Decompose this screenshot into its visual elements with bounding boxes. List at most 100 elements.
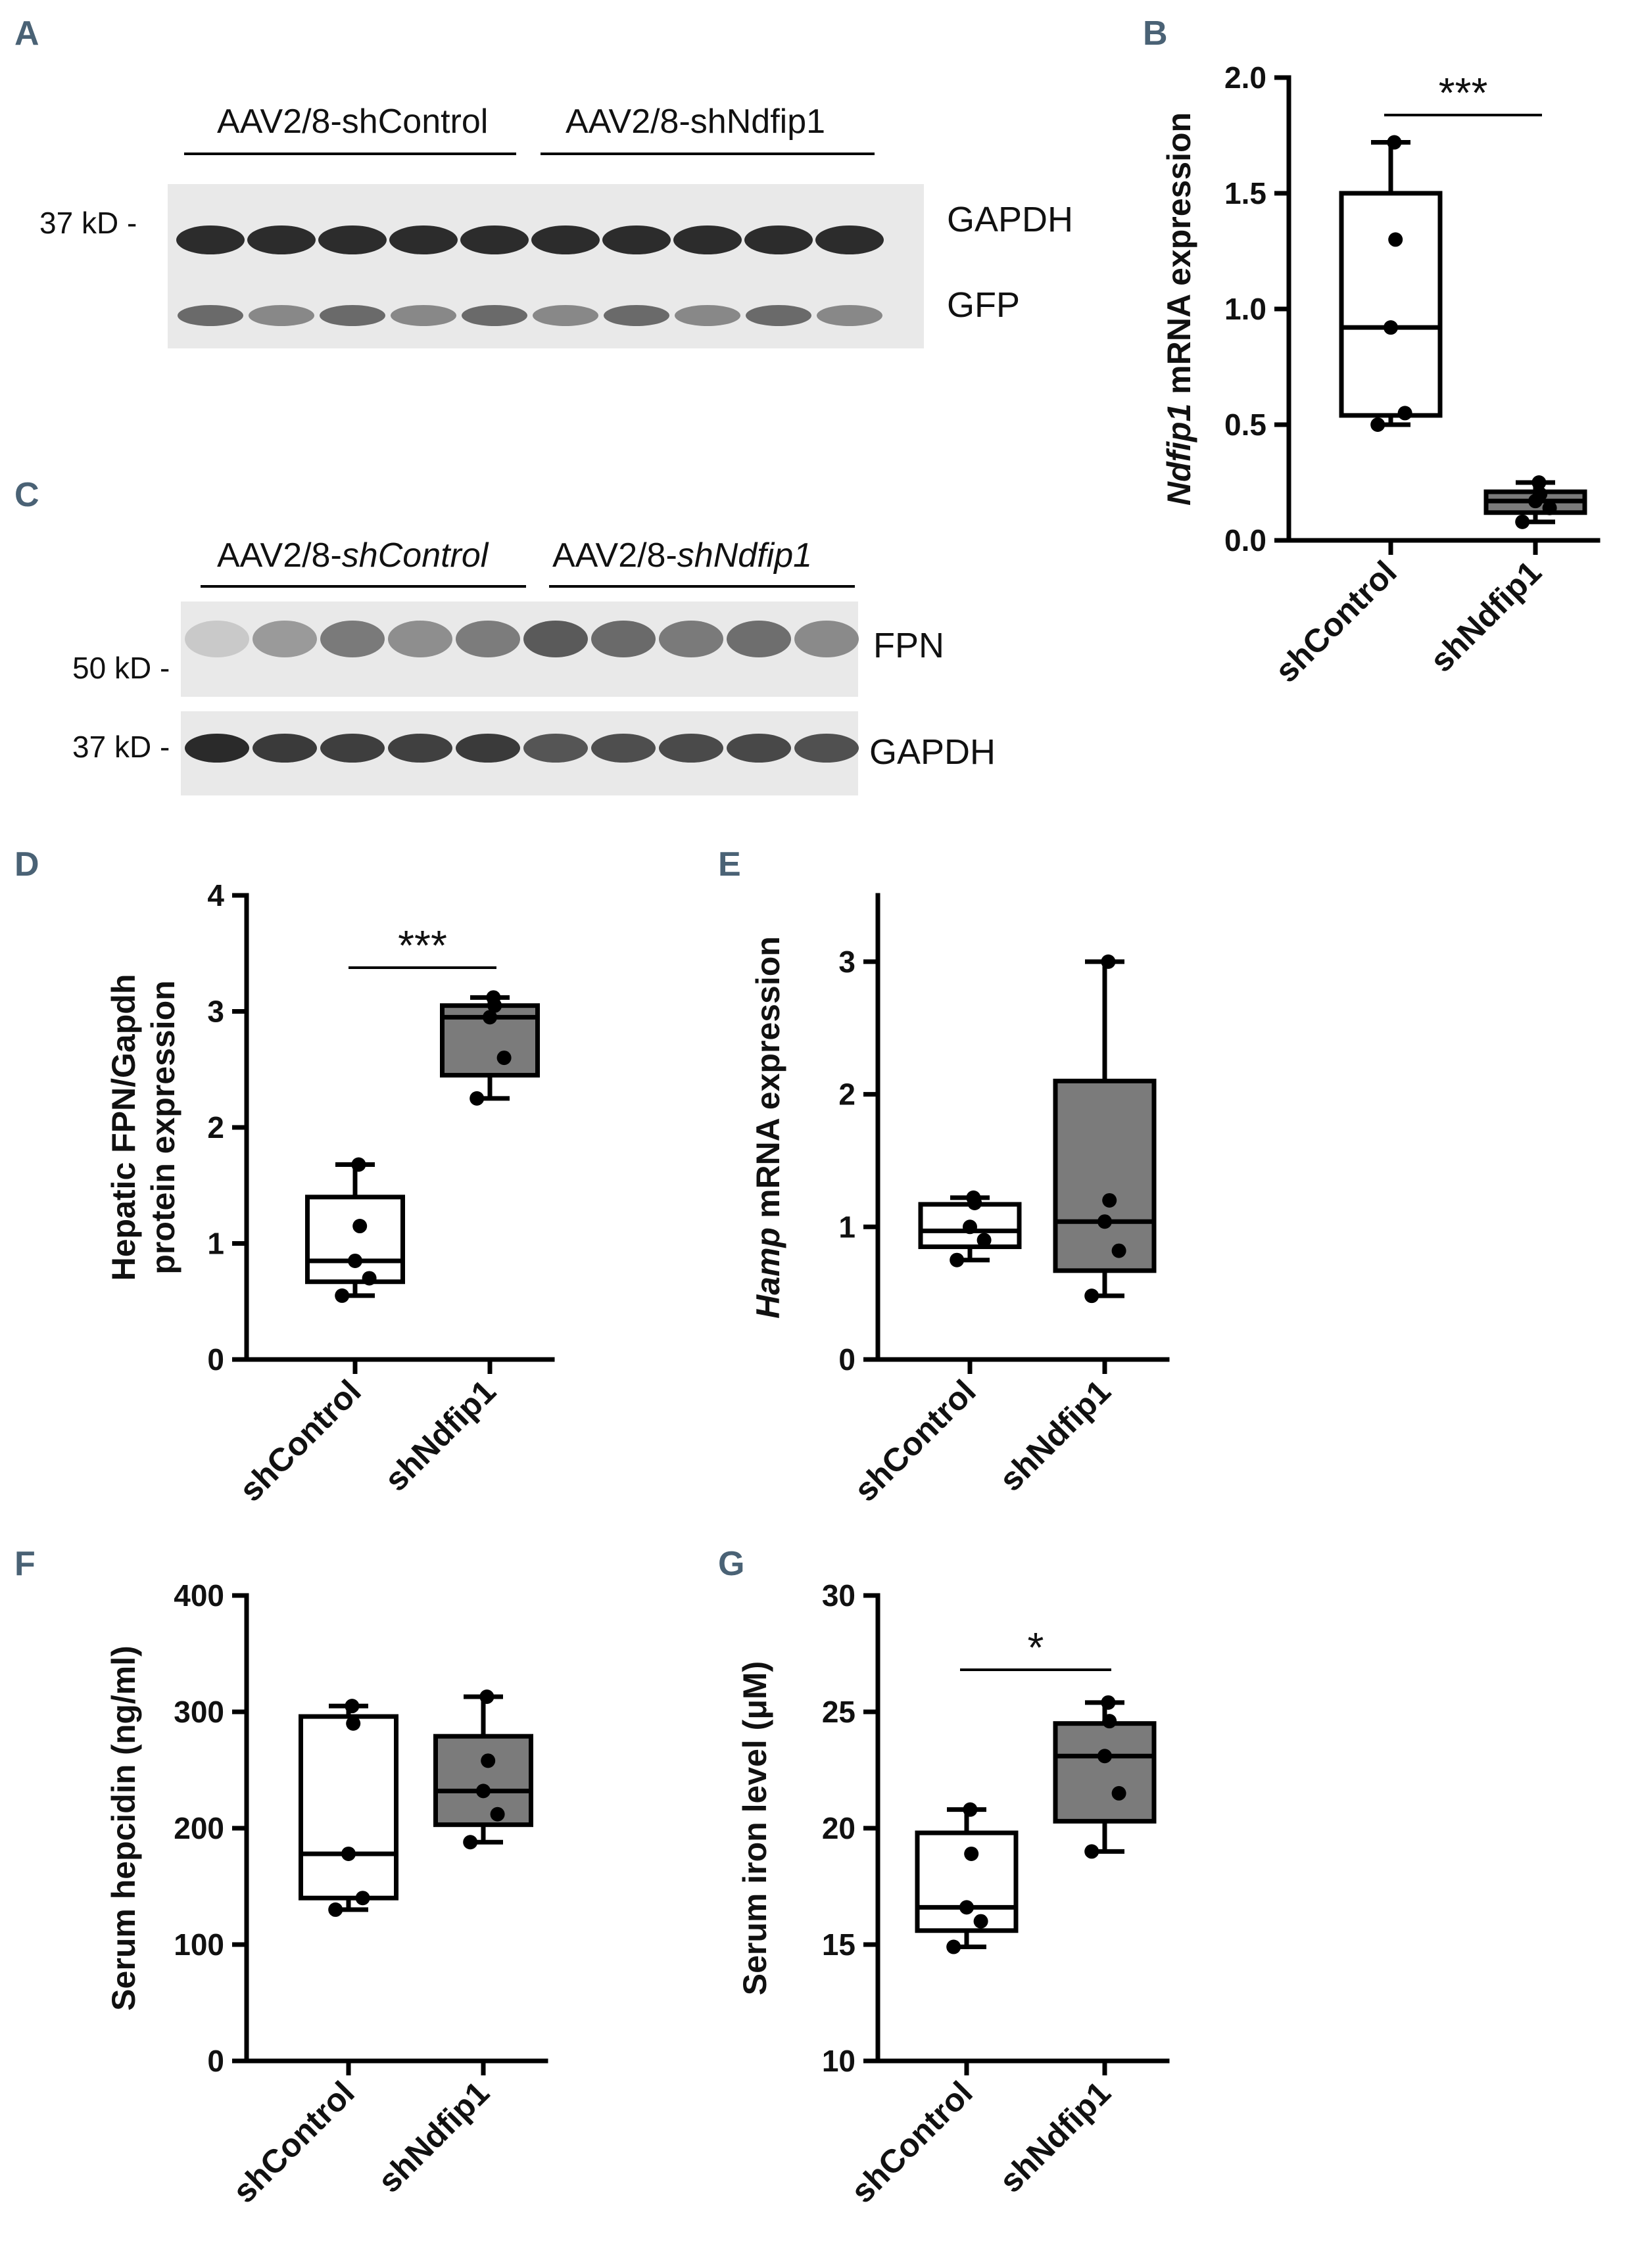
data-point	[346, 1716, 361, 1731]
blot-a-gapdh-band	[460, 225, 529, 254]
chart-g: 10 15 20 25 30 shControl shNdfip1 Serum iron le…	[736, 1578, 1170, 2210]
blot-a-band-gapdh: GAPDH	[947, 200, 1073, 239]
blot-c-suffix-control: shControl	[342, 536, 489, 575]
blot-c-group-knockdown: AAV2/8-shNdfip1	[552, 536, 812, 575]
panel-letter-f: F	[14, 1545, 36, 1583]
data-point	[479, 1689, 494, 1704]
blot-c-fpn-band	[456, 621, 520, 657]
blot-c-fpn-band	[659, 621, 723, 657]
blot-c-gapdh-band	[659, 734, 723, 763]
y-tick-label: 1	[838, 1210, 855, 1244]
y-axis-label: Serum hepcidin (ng/ml)	[105, 1645, 142, 2011]
data-point	[1084, 1288, 1099, 1304]
y-tick-label: 30	[822, 1578, 855, 1613]
box-iqr	[305, 1194, 405, 1285]
y-tick-label: 1	[207, 1227, 224, 1261]
y-axis-label-italic: Ndfip1	[1161, 404, 1197, 506]
box-shNdfip1	[440, 990, 540, 1106]
data-point	[963, 1219, 977, 1235]
y-tick-label: 1.0	[1224, 292, 1266, 326]
significance-label: *	[1028, 1624, 1044, 1671]
panel-letter-g: G	[718, 1545, 744, 1583]
data-point	[964, 1846, 979, 1861]
data-point	[1084, 1844, 1099, 1859]
data-point	[335, 1288, 350, 1303]
data-point	[1533, 486, 1548, 502]
blot-c-fpn-band	[185, 621, 249, 657]
blot-c-fpn-band	[320, 621, 385, 657]
box-shControl	[918, 1190, 1022, 1267]
chart-b: 0.0 0.5 1.0 1.5 2.0 shControl shNdfip1 Ndfip1 m…	[1161, 60, 1601, 690]
box-shNdfip1	[1053, 954, 1157, 1304]
data-point	[1515, 514, 1530, 529]
y-tick-label: 15	[822, 1927, 855, 1962]
blot-c-suffix-knockdown: shNdfip1	[677, 536, 812, 575]
panel-letter-b: B	[1143, 14, 1168, 53]
y-tick-label: 3	[207, 995, 224, 1029]
data-point	[352, 1219, 368, 1234]
x-category-label: shNdfip1	[371, 2074, 496, 2200]
blot-a-gfp-band	[249, 305, 314, 326]
blot-a-marker: 37 kD -	[39, 206, 137, 240]
data-point	[973, 1914, 988, 1929]
data-point	[1111, 1785, 1126, 1801]
y-tick-label: 10	[822, 2044, 855, 2078]
data-point	[1397, 406, 1412, 421]
panel-letter-c: C	[14, 476, 39, 514]
data-point	[328, 1902, 343, 1917]
data-point	[355, 1891, 370, 1906]
blot-a-gfp-band	[604, 305, 669, 326]
blot-a-gfp-band	[746, 305, 811, 326]
data-point	[348, 1253, 362, 1268]
data-point	[476, 1784, 491, 1799]
box-shControl	[915, 1802, 1019, 1954]
data-point	[481, 1753, 496, 1768]
blot-c-band-gapdh: GAPDH	[869, 732, 996, 772]
blot-c-gapdh-band	[727, 734, 791, 763]
blot-a-gapdh-band	[176, 225, 245, 254]
blot-a-gapdh-band	[389, 225, 458, 254]
blot-c-gapdh-band	[320, 734, 385, 763]
blot-c-band-fpn: FPN	[873, 626, 944, 665]
box-shControl	[299, 1699, 398, 1917]
blot-a-band-gfp: GFP	[947, 285, 1020, 325]
y-tick-label: 0	[838, 1342, 855, 1377]
data-point	[1097, 1214, 1112, 1229]
panel-letter-d: D	[14, 845, 39, 884]
chart-d: 0 1 2 3 4 shControl shNdfip1 Hepatic FPN/Gapdh p…	[105, 878, 555, 1509]
y-axis-label-line: Hepatic FPN/Gapdh	[105, 974, 142, 1281]
blot-c-prefix-control: AAV2/8-	[217, 536, 342, 575]
blot-a-gfp-band	[178, 305, 243, 326]
y-tick-label: 200	[174, 1811, 224, 1845]
blot-c-gapdh-band	[185, 734, 249, 763]
y-tick-label: 3	[838, 945, 855, 979]
y-axis-label: Serum iron level (μM)	[736, 1661, 773, 1995]
x-category-label: shNdfip1	[992, 1373, 1118, 1498]
x-category-label: shControl	[232, 1373, 368, 1509]
data-point	[1370, 417, 1385, 432]
y-tick-label: 400	[174, 1578, 224, 1613]
x-category-label: shNdfip1	[992, 2074, 1118, 2200]
blot-c: AAV2/8-shControl AAV2/8-shNdfip1 50 kD -…	[72, 536, 996, 795]
y-tick-label: 2	[838, 1077, 855, 1112]
data-point	[1102, 1714, 1117, 1729]
y-tick-label: 20	[822, 1811, 855, 1845]
blot-c-fpn-band	[794, 621, 859, 657]
chart-e: 0 1 2 3 shControl shNdfip1 Hamp mRNA expressio…	[750, 893, 1170, 1509]
box-iqr	[1339, 191, 1443, 418]
data-point	[1101, 1695, 1116, 1710]
data-point	[470, 1091, 485, 1106]
y-axis-label-rest: mRNA expression	[750, 936, 786, 1227]
blot-a-gfp-band	[533, 305, 598, 326]
panel-letter-a: A	[14, 14, 39, 53]
box-shNdfip1	[1053, 1695, 1157, 1859]
blot-a-gapdh-band	[744, 225, 813, 254]
x-category-label: shControl	[226, 2074, 362, 2210]
blot-c-gapdh-band	[253, 734, 317, 763]
significance-label: ***	[398, 922, 447, 969]
y-axis-label: Hamp mRNA expression	[750, 936, 786, 1319]
data-point	[1542, 500, 1557, 515]
box-shNdfip1	[1483, 475, 1587, 529]
data-point	[1384, 320, 1398, 335]
